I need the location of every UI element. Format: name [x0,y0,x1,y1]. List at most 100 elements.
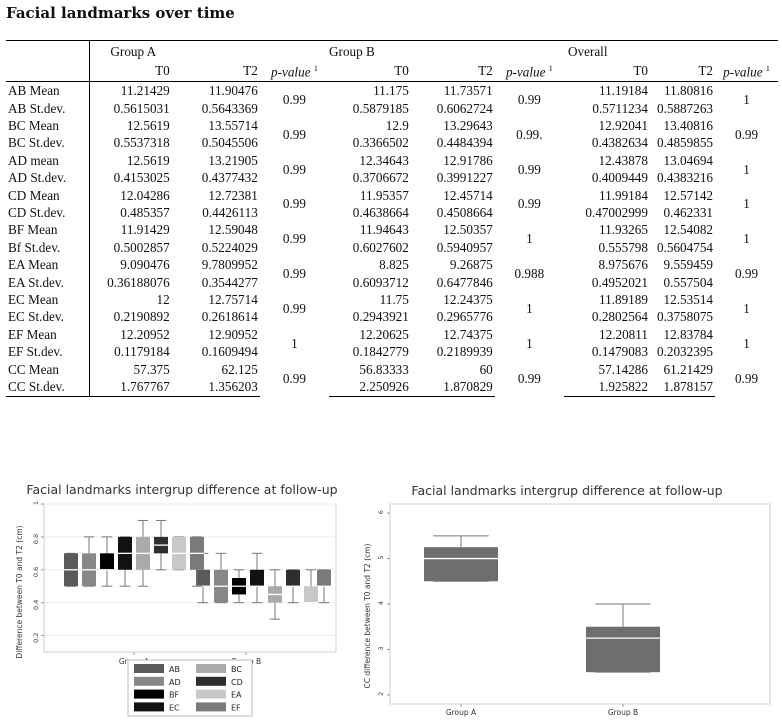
cell-value: 2.250926 [329,378,411,397]
table-row: AB Mean 11.21429 11.90476 0.99 11.175 11.7357… [6,81,778,107]
row-label: AB St.dev. [6,99,91,118]
cell-value: 13.55714 [208,118,258,134]
table-row: BC Mean 12.5619 13.55714 0.99 12.9 13.29643 0.… [6,117,778,142]
cell-value: 1.925822 [563,378,650,397]
cell-value: 0.2189939 [436,344,493,360]
box [317,569,331,587]
cell-value: 11.73571 [443,83,493,99]
cell-value: 0.1179184 [114,344,170,360]
p-value-cell: 1 [526,231,533,247]
row-label: EC Mean [6,291,91,309]
chart-title: Facial landmarks intergrup difference at… [26,482,337,497]
table-row: AD mean 12.5619 13.21905 0.99 12.34643 12.917… [6,151,778,177]
cell-value: 0.5002857 [113,239,170,255]
row-label: AB Mean [6,81,91,100]
landmarks-table: Group A Group B Overall T0 T2 p-value 1 … [6,40,778,397]
p-value-cell: 0.988 [514,265,545,281]
p-value-cell: 1 [743,91,750,107]
cell-value: 12.91786 [443,152,493,168]
row-label: BC Mean [6,117,91,135]
cell-value: 9.090476 [120,257,170,273]
cell-value: 0.36188076 [107,274,170,290]
cell-value: 12.24375 [443,292,493,308]
cell-value: 0.3366502 [352,135,409,151]
cell-value: 8.975676 [598,257,648,273]
row-label: CC Mean [6,360,91,379]
y-tick-label: 0.2 [32,633,40,643]
p-value-cell: 0.99 [734,126,759,142]
row-label: CD Mean [6,186,91,205]
p-value-cell: 1 [743,196,750,212]
cell-value: 0.4508664 [436,205,493,221]
y-tick-label: 4 [377,601,385,605]
cell-value: 62.125 [221,361,258,377]
header-corner [6,40,91,61]
cell-value: 1.878157 [649,378,715,397]
page-heading: Facial landmarks over time [6,4,235,22]
chart-title: Facial landmarks intergrup difference at… [411,483,722,498]
cell-value: 12.20625 [359,326,409,342]
cell-value: 0.555798 [598,239,648,255]
grouped-boxplot-chart: Facial landmarks intergrup difference at… [8,474,346,722]
p-value-cell: 0.99 [282,300,306,316]
p-value-cell: 0.99 [282,91,306,107]
row-label: CC St.dev. [6,378,91,397]
cell-value: 0.47002999 [585,205,648,221]
p-value-cell: 0.99 [282,161,306,177]
cell-value: 0.4952021 [591,274,648,290]
subheader-t0: T0 [89,60,172,83]
row-label: BF Mean [6,221,91,239]
table-row: AB St.dev. 0.5615031 0.5643369 0.5879185 0.6… [6,99,778,118]
legend-swatch [134,689,164,699]
cell-value: 0.4383216 [656,170,713,186]
subheader-p-value: p-value 1 [494,60,564,83]
cell-value: 0.3706672 [352,170,409,186]
cell-value: 11.75 [379,292,409,308]
legend-swatch [134,702,164,712]
p-value-cell: 1 [526,300,533,316]
p-value-cell: 0.99 [517,196,541,212]
cell-value: 0.4484394 [436,135,493,151]
row-label: BC St.dev. [6,134,91,152]
row-label: EC St.dev. [6,308,91,326]
cell-value: 12.04286 [120,187,170,203]
cell-value: 56.83333 [359,361,409,377]
p-value-cell: 0.99 [282,370,306,386]
cell-value: 9.559459 [663,257,713,273]
subheader-t0: T0 [563,60,650,83]
legend-swatch [134,664,164,673]
cell-value: 12.72381 [208,187,258,203]
cell-value: 0.2943921 [352,309,409,325]
table-row: EF Mean 12.20952 12.90952 1 12.20625 12.74375… [6,325,778,351]
cell-value: 0.2190892 [113,309,170,325]
cell-value: 12.20811 [599,326,648,342]
x-tick-label: Group B [608,708,638,717]
cell-value: 0.2802564 [591,309,648,325]
cell-value: 12.20952 [120,326,170,342]
table-row: Bf St.dev. 0.5002857 0.5224029 0.6027602 0.5… [6,238,778,257]
cell-value: 12.54082 [663,222,713,238]
table-row: CC St.dev. 1.767767 1.356203 2.250926 1.8708… [6,378,778,397]
legend-label: EC [169,703,180,712]
cell-value: 12.92041 [598,118,648,134]
cell-value: 1.870829 [410,378,495,397]
cell-value: 0.4377432 [201,170,258,186]
subheader-t2: T2 [171,60,260,83]
cell-value: 12.34643 [359,152,409,168]
table-row: EC Mean 12 12.75714 0.99 11.75 12.24375 1 11.89… [6,291,778,316]
landmarks-table-wrap: Group A Group B Overall T0 T2 p-value 1 … [6,40,778,397]
group-b-header: Group B [329,40,495,61]
row-label: AD mean [6,151,91,170]
legend-label: EF [231,703,241,712]
p-value-cell: 0.99 [282,196,306,212]
y-axis-label: CC difference between T0 and T2 (cm) [363,543,372,688]
cell-value: 11.99184 [599,187,648,203]
cell-value: 12.43878 [598,152,648,168]
cell-value: 12.9 [385,118,409,134]
table-row: CD St.dev. 0.485357 0.4426113 0.4638664 0.45… [6,204,778,222]
y-tick-label: 0.8 [32,534,40,544]
cell-value: 0.1479083 [591,344,648,360]
cell-value: 0.4426113 [202,205,258,221]
cell-value: 0.3758075 [656,309,713,325]
cc-boxplot-chart: Facial landmarks intergrup difference at… [356,474,778,722]
